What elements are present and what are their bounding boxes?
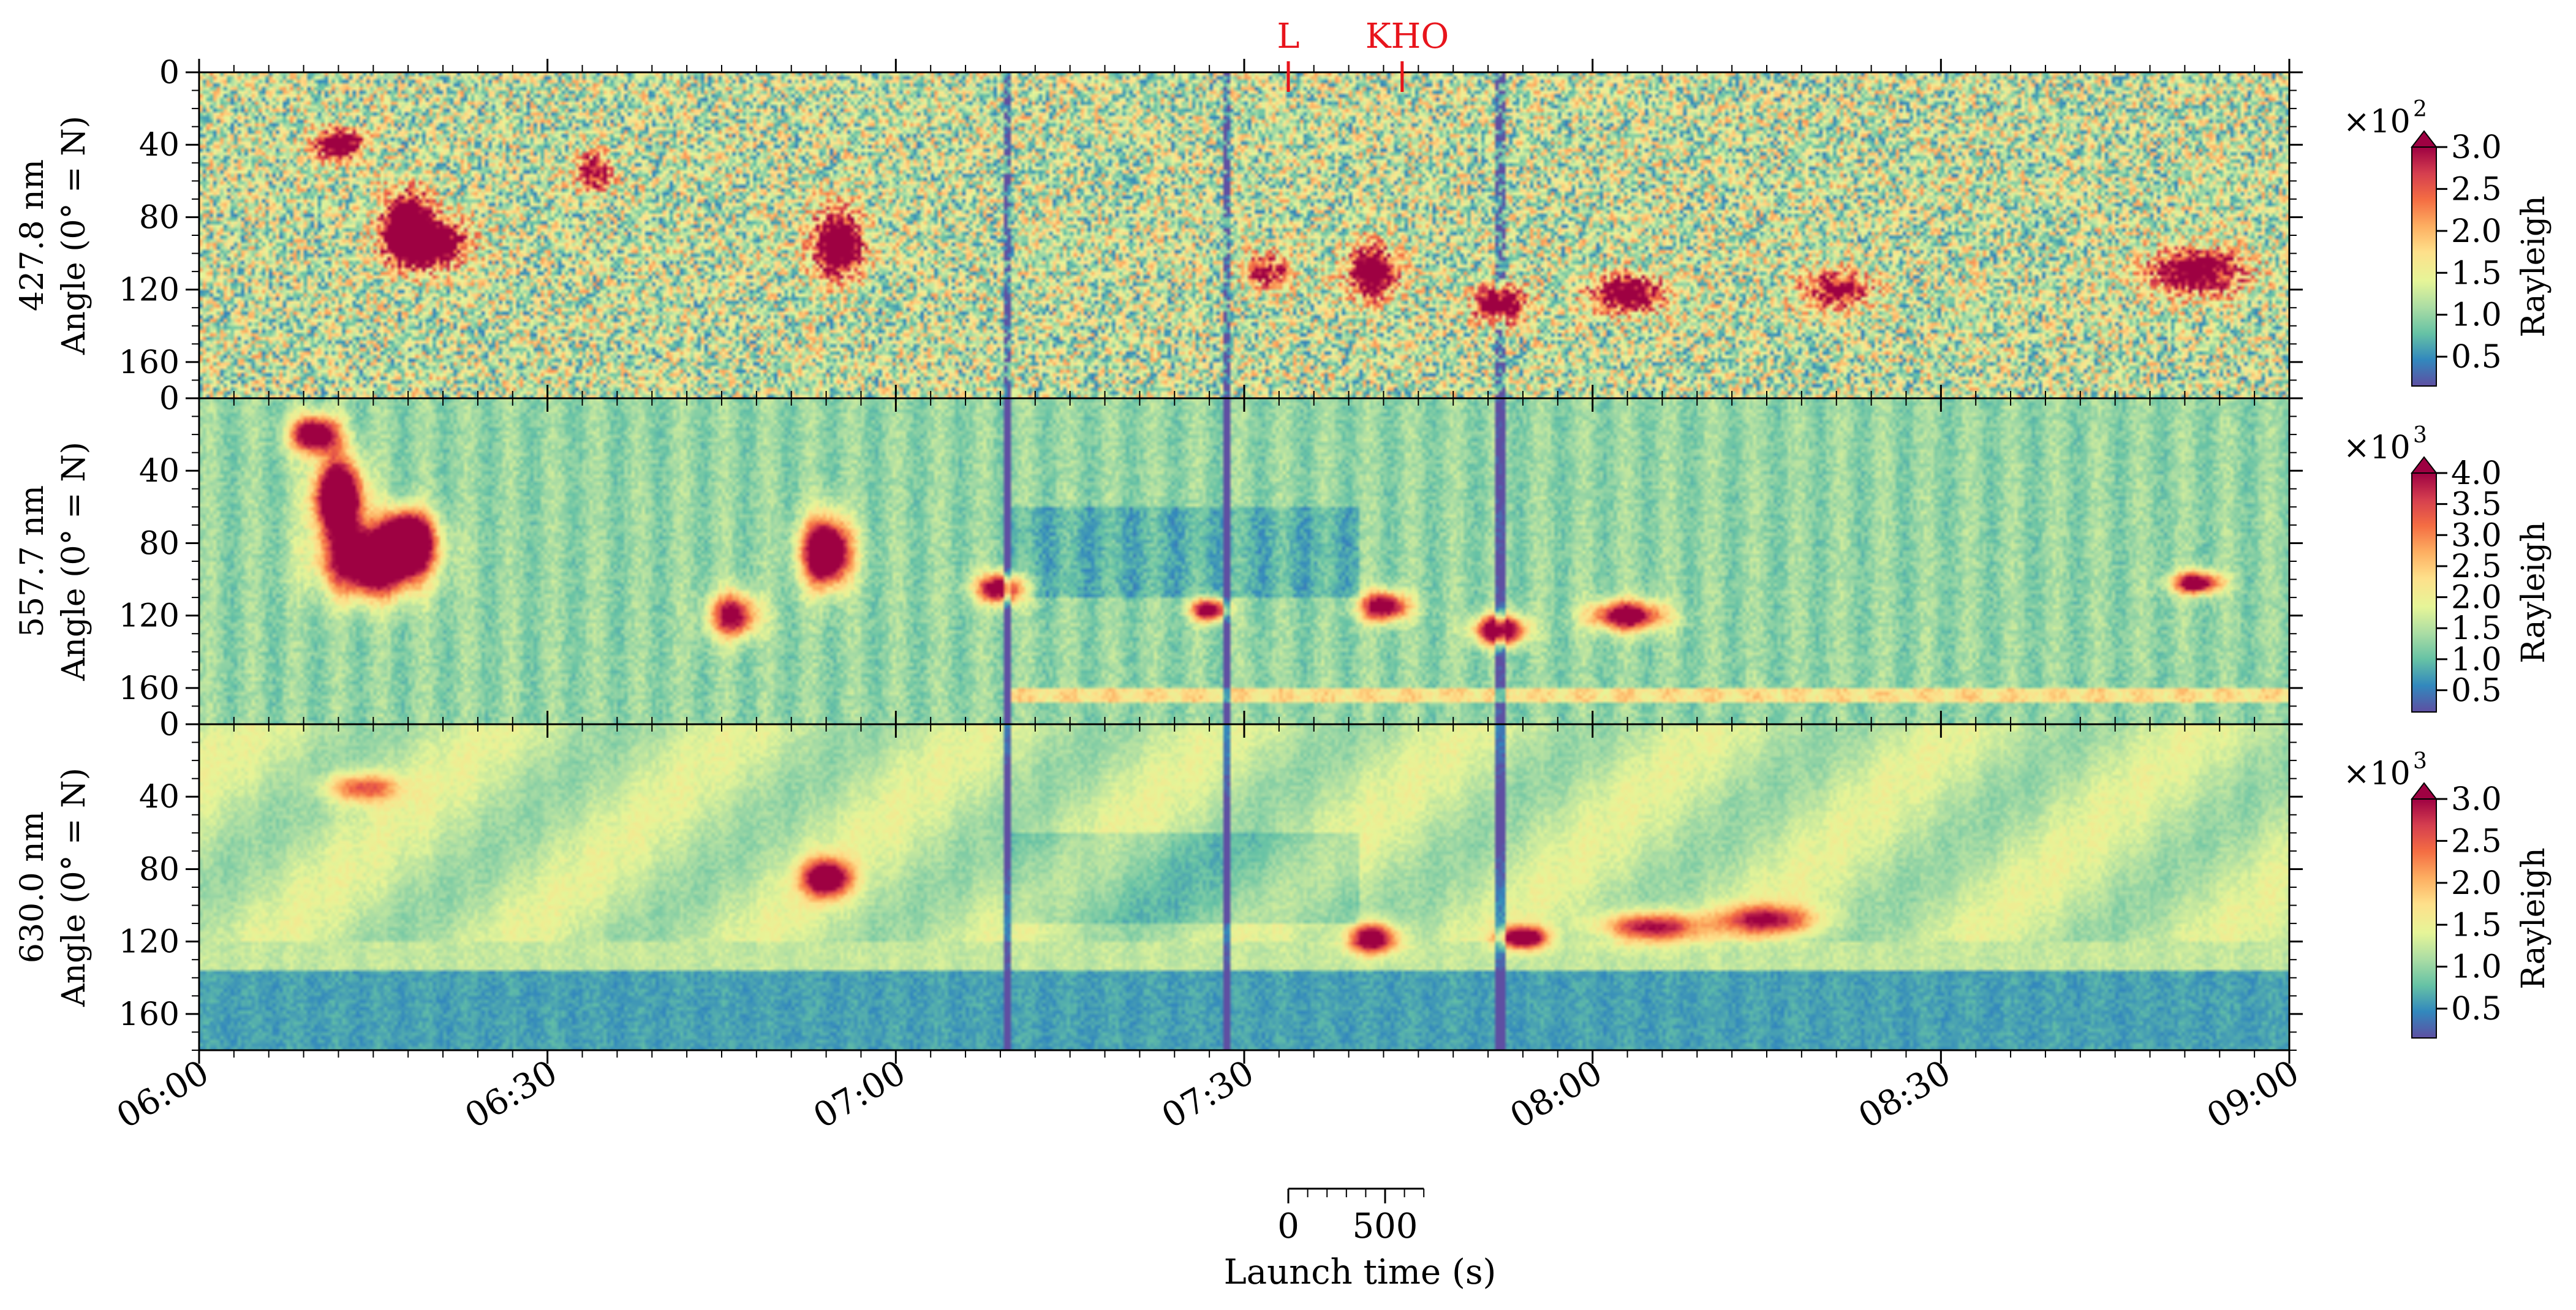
y-axis-label-557nm: Angle (0° = N): [56, 442, 93, 681]
launch-tick-label-1: 500: [1353, 1206, 1418, 1246]
colorbar-label-0: Rayleigh: [2515, 195, 2552, 338]
heatmap-630nm: [199, 724, 2289, 1050]
colorbar-tick-label-1-0: 0.5: [2451, 673, 2502, 710]
colorbar-tick-label-2-5: 3.0: [2451, 781, 2502, 818]
colorbar-tick-label-1-7: 4.0: [2451, 455, 2502, 492]
y-tick-label-1-4: 160: [119, 670, 179, 707]
colorbar-2: [2411, 798, 2437, 1039]
colorbar-tick-label-1-4: 2.5: [2451, 548, 2502, 585]
colorbar-tick-label-1-6: 3.5: [2451, 487, 2502, 523]
y-tick-label-1-0: 0: [159, 381, 179, 417]
colorbar-tick-label-0-1: 1.0: [2451, 297, 2502, 334]
y-tick-label-2-4: 160: [119, 996, 179, 1033]
x-tick-label-3: 07:30: [1155, 1053, 1261, 1137]
heatmap-557nm: [199, 398, 2289, 724]
launch-tick-label-0: 0: [1277, 1206, 1299, 1246]
colorbar-tick-label-0-2: 1.5: [2451, 255, 2502, 292]
launch-time-scale: 0 500: [1277, 1187, 1425, 1246]
panel-label-630nm: 630.0 nm: [14, 811, 51, 963]
panel-label-427nm: 427.8 nm: [14, 159, 51, 311]
colorbar-extend-arrow-1: [2410, 456, 2438, 474]
x-tick-label-6: 09:00: [2200, 1053, 2306, 1137]
heatmap-image-0: [199, 72, 2289, 398]
colorbar-exponent-0: 2: [2413, 97, 2427, 122]
x-tick-label-2: 07:00: [807, 1053, 912, 1137]
colorbar-tick-label-1-2: 1.5: [2451, 610, 2502, 647]
colorbar-tick-label-0-5: 3.0: [2451, 129, 2502, 166]
launch-time-label: Launch time (s): [1224, 1252, 1497, 1292]
colorbar-tick-label-1-3: 2.0: [2451, 580, 2502, 616]
x-tick-label-5: 08:30: [1852, 1053, 1957, 1137]
y-tick-label-2-1: 40: [139, 779, 179, 816]
y-tick-label-0-3: 120: [119, 272, 179, 309]
y-tick-label-0-2: 80: [139, 199, 179, 236]
event-markers: L KHO: [1277, 17, 1449, 92]
y-tick-label-2-2: 80: [139, 851, 179, 888]
colorbar-tick-label-2-1: 1.0: [2451, 949, 2502, 986]
heatmap-image-2: [199, 724, 2289, 1050]
colorbar-label-2: Rayleigh: [2515, 847, 2552, 990]
colorbar-extend-arrow-0: [2410, 130, 2438, 148]
y-tick-label-0-4: 160: [119, 344, 179, 381]
y-tick-label-0-1: 40: [139, 127, 179, 164]
x-tick-label-0: 06:00: [110, 1053, 216, 1137]
y-axis-label-427nm: Angle (0° = N): [56, 116, 93, 355]
colorbar-multiplier-2: ×10: [2343, 755, 2411, 792]
colorbar-exponent-2: 3: [2413, 749, 2427, 774]
colorbar-multiplier-1: ×10: [2343, 430, 2411, 466]
panel-label-557nm: 557.7 nm: [14, 485, 51, 637]
colorbar-label-1: Rayleigh: [2515, 521, 2552, 664]
colorbar-tick-label-2-4: 2.5: [2451, 823, 2502, 860]
colorbar-tick-label-0-3: 2.0: [2451, 213, 2502, 250]
y-tick-label-0-0: 0: [159, 55, 179, 91]
heatmap-427nm: [199, 72, 2289, 398]
y-tick-label-1-1: 40: [139, 453, 179, 490]
colorbar-1: [2411, 472, 2437, 713]
colorbar-tick-label-1-5: 3.0: [2451, 517, 2502, 554]
colorbar-tick-label-2-2: 1.5: [2451, 907, 2502, 944]
x-tick-label-4: 08:00: [1503, 1053, 1609, 1137]
colorbar-tick-label-2-0: 0.5: [2451, 991, 2502, 1028]
y-axis-label-630nm: Angle (0° = N): [56, 768, 93, 1007]
heatmap-image-1: [199, 398, 2289, 724]
colorbar-multiplier-0: ×10: [2343, 104, 2411, 140]
marker-label-KHO: KHO: [1365, 17, 1449, 56]
colorbar-extend-arrow-2: [2410, 782, 2438, 800]
colorbar-tick-label-0-0: 0.5: [2451, 339, 2502, 376]
colorbars-layer: 0.51.01.52.02.53.0×10 2Rayleigh0.51.01.52…: [2343, 97, 2552, 1039]
colorbar-tick-label-1-1: 1.0: [2451, 642, 2502, 678]
marker-label-L: L: [1277, 17, 1299, 56]
x-tick-label-1: 06:30: [458, 1053, 564, 1137]
colorbar-exponent-1: 3: [2413, 423, 2427, 448]
y-tick-label-2-3: 120: [119, 924, 179, 961]
y-tick-label-2-0: 0: [159, 706, 179, 743]
y-tick-label-1-2: 80: [139, 525, 179, 562]
y-tick-label-1-3: 120: [119, 598, 179, 635]
colorbar-tick-label-2-3: 2.0: [2451, 865, 2502, 902]
colorbar-tick-label-0-4: 2.5: [2451, 171, 2502, 208]
colorbar-0: [2411, 146, 2437, 387]
